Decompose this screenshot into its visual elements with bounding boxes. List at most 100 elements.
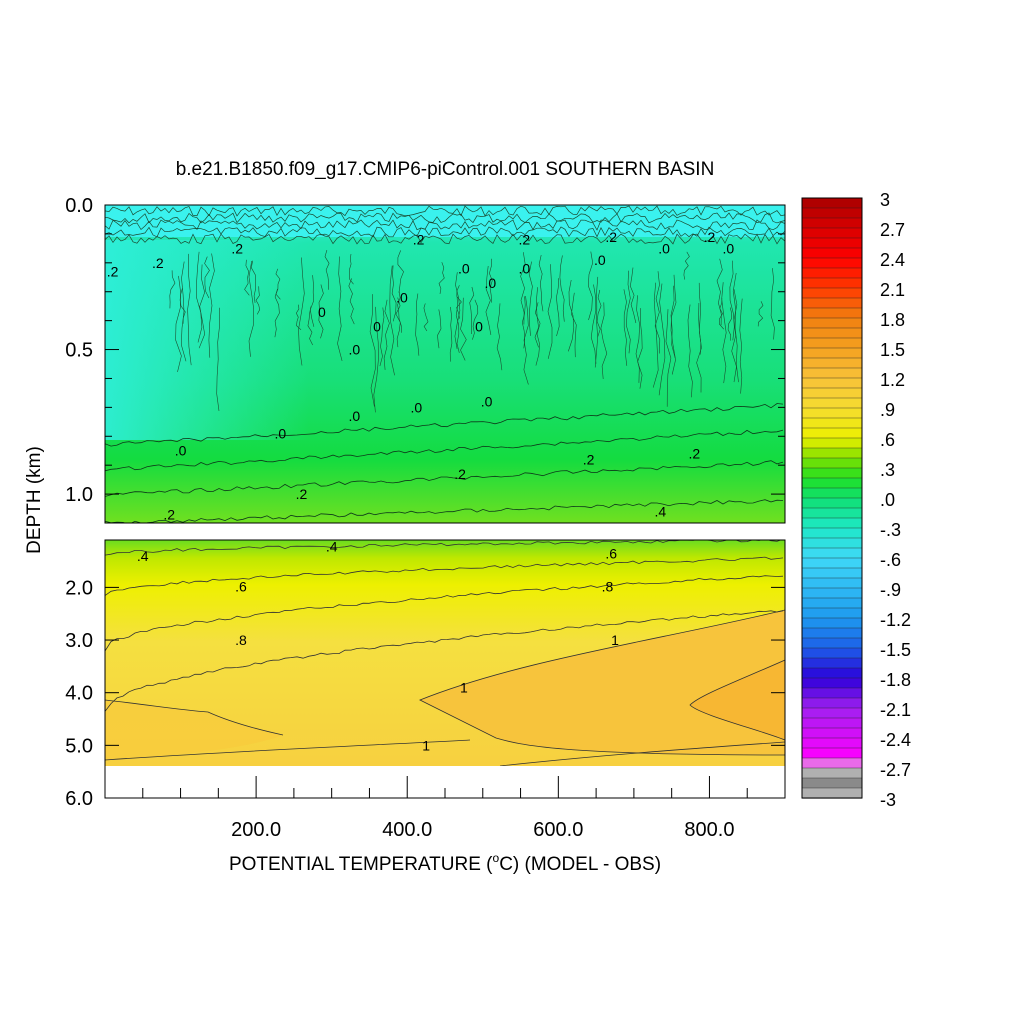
contour-label: .2 [231, 240, 243, 256]
contour-line [216, 307, 221, 411]
colorbar-bin [801, 227, 863, 239]
contour-line [369, 294, 376, 407]
contour-label: .0 [481, 394, 493, 410]
lower-panel [105, 540, 785, 766]
contour-line [373, 306, 379, 413]
contour-line [250, 260, 256, 303]
contour-line [105, 540, 782, 556]
contour-line [594, 276, 599, 368]
contour-line [379, 307, 385, 367]
contour-label: .6 [235, 578, 247, 594]
contour-line [438, 262, 445, 294]
contour-line [169, 270, 176, 309]
contour-line [770, 268, 775, 340]
colorbar-bin [801, 297, 863, 309]
x-tick-label: 800.0 [684, 819, 734, 841]
y-tick-label: 0.0 [65, 195, 93, 217]
contour-line [105, 460, 784, 497]
contour-line [587, 251, 594, 321]
contour-line [534, 302, 541, 366]
colorbar-bin [801, 457, 863, 469]
contour-line [198, 264, 206, 349]
contour-line [204, 256, 210, 299]
contour-label: 1 [422, 737, 430, 753]
x-axis-label-degree: o [493, 851, 500, 865]
contour-line [600, 302, 608, 380]
contour-line [496, 303, 503, 371]
contour-label: .0 [348, 408, 360, 424]
colorbar-bin [801, 647, 863, 659]
contour-line [683, 251, 690, 280]
colorbar-bin [801, 547, 863, 559]
contour-line [105, 739, 471, 761]
colorbar-label: -.6 [880, 550, 901, 570]
y-axis-label: DEPTH (km) [24, 446, 45, 554]
axes: 200.0 400.0 600.0 800.00.00.51.02.03.04.05.… [65, 195, 785, 841]
colorbar-bin [801, 337, 863, 349]
contour-line [687, 304, 693, 398]
colorbar-label: 1.2 [880, 370, 905, 390]
contour-line [175, 275, 182, 372]
colorbar-bin [801, 237, 863, 249]
colorbar-bin [801, 357, 863, 369]
contour-line [559, 255, 565, 322]
upper-panel [105, 205, 785, 523]
contour-line [556, 278, 560, 337]
contour-line [318, 284, 324, 339]
contour-label: .4 [326, 538, 338, 554]
contour-line [460, 297, 467, 361]
contour-line [389, 265, 395, 376]
contour-label: .2 [152, 255, 164, 271]
contour-line [244, 259, 250, 296]
colorbar-bin [801, 677, 863, 689]
lower-contour-lines [105, 540, 785, 766]
contour-line [652, 282, 659, 388]
contour-label: .2 [107, 263, 119, 279]
contour-line [105, 226, 785, 238]
contour-label: .6 [605, 546, 617, 562]
contour-line [654, 271, 661, 354]
contour-line [208, 253, 215, 358]
colorbar-bin [801, 217, 863, 229]
warm-tongue-2 [690, 660, 785, 740]
contour-line [274, 288, 280, 338]
colorbar-bin [801, 557, 863, 569]
contour-line [626, 270, 631, 354]
colorbar-bin [801, 407, 863, 419]
contour-line [489, 258, 493, 303]
contour-label: .0 [658, 240, 670, 256]
contour-label: .2 [688, 446, 700, 462]
colorbar-bin [801, 327, 863, 339]
contour-line [596, 289, 602, 338]
colorbar-label: -.9 [880, 580, 901, 600]
colorbar-label: .3 [880, 460, 895, 480]
contour-line [397, 250, 404, 293]
colorbar-label: 2.7 [880, 220, 905, 240]
colorbar-label: 2.4 [880, 250, 905, 270]
contour-line [623, 289, 628, 366]
contour-line [635, 295, 641, 383]
x-tick-label: 400.0 [382, 819, 432, 841]
colorbar-bin [801, 247, 863, 259]
contour-line [520, 252, 526, 325]
contour-line [665, 309, 672, 407]
contour-line [248, 260, 255, 357]
colorbar-label: .9 [880, 400, 895, 420]
colorbar-bin [801, 607, 863, 619]
contour-line [337, 256, 343, 361]
colorbar-bin [801, 657, 863, 669]
colorbar-bin [801, 637, 863, 649]
contour-label: .2 [605, 229, 617, 245]
colorbar-bin [801, 717, 863, 729]
colorbar-bin [801, 427, 863, 439]
x-tick-label: 600.0 [533, 819, 583, 841]
contour-line [568, 279, 575, 352]
upper-panel-frame [104, 204, 786, 524]
colorbar-bin [801, 587, 863, 599]
contour-line [105, 219, 785, 231]
contour-line [180, 261, 187, 362]
colorbar-bin [801, 367, 863, 379]
contour-label: 0 [373, 318, 381, 334]
contour-line [629, 267, 637, 324]
